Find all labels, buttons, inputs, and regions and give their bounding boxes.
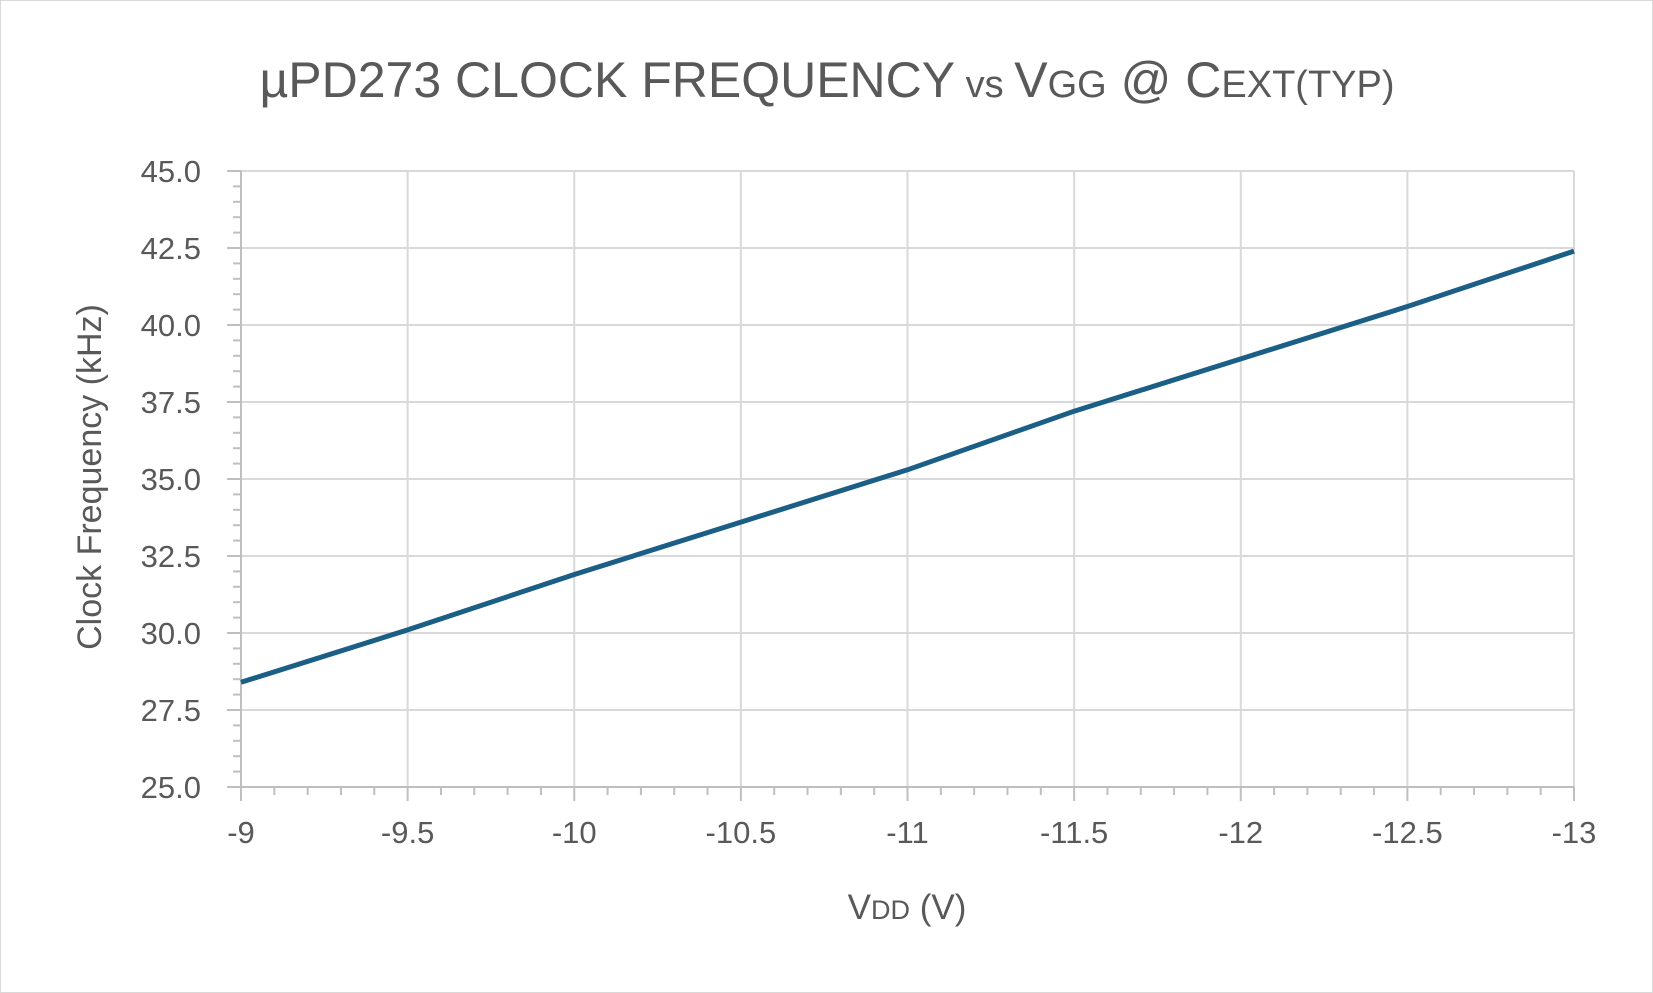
- y-tick-label: 40.0: [141, 308, 201, 343]
- x-tick-label: -12: [1218, 815, 1263, 850]
- x-axis-title-part: V: [848, 888, 872, 927]
- x-tick-label: -10.5: [706, 815, 777, 850]
- chart-title-part: @: [1107, 52, 1186, 108]
- chart-title-part: GG: [1048, 64, 1107, 106]
- y-tick-label: 37.5: [141, 385, 201, 420]
- y-tick-label: 30.0: [141, 616, 201, 651]
- x-tick-label: -13: [1552, 815, 1597, 850]
- x-tick-label: -12.5: [1372, 815, 1443, 850]
- y-tick-label: 25.0: [141, 770, 201, 805]
- chart-title-part: vs: [955, 64, 1014, 106]
- y-tick-label: 32.5: [141, 539, 201, 574]
- chart-title: µPD273 CLOCK FREQUENCY vs VGG @ CEXT(TYP…: [259, 52, 1394, 108]
- x-tick-label: -9.5: [381, 815, 434, 850]
- axes: [227, 170, 1575, 801]
- chart-title-part: µPD273 CLOCK FREQUENCY: [259, 52, 955, 108]
- y-tick-label: 42.5: [141, 231, 201, 266]
- x-axis-title-part: (V): [910, 888, 966, 927]
- chart-title-part: V: [1014, 52, 1048, 108]
- gridlines: [240, 170, 1575, 788]
- series-layer: [240, 248, 1575, 685]
- x-axis-title: VDD (V): [848, 888, 967, 927]
- x-tick-label: -10: [552, 815, 597, 850]
- y-tick-label: 35.0: [141, 462, 201, 497]
- chart-title-part: EXT(TYP): [1221, 64, 1394, 106]
- y-tick-label: 27.5: [141, 693, 201, 728]
- x-tick-label: -11.5: [1040, 815, 1108, 850]
- y-axis-title: Clock Frequency (kHz): [71, 304, 109, 650]
- y-tick-label: 45.0: [141, 154, 201, 189]
- tick-labels: 25.0 27.5 30.0 32.5 35.0 37.5 40.0 42.5 45.0 -9 -9…: [141, 154, 1597, 850]
- x-tick-label: -9: [227, 815, 255, 850]
- series-line: [240, 248, 1575, 685]
- x-axis-title-part: DD: [871, 895, 910, 925]
- chart-title-part: C: [1185, 52, 1221, 108]
- x-tick-label: -11: [886, 815, 929, 850]
